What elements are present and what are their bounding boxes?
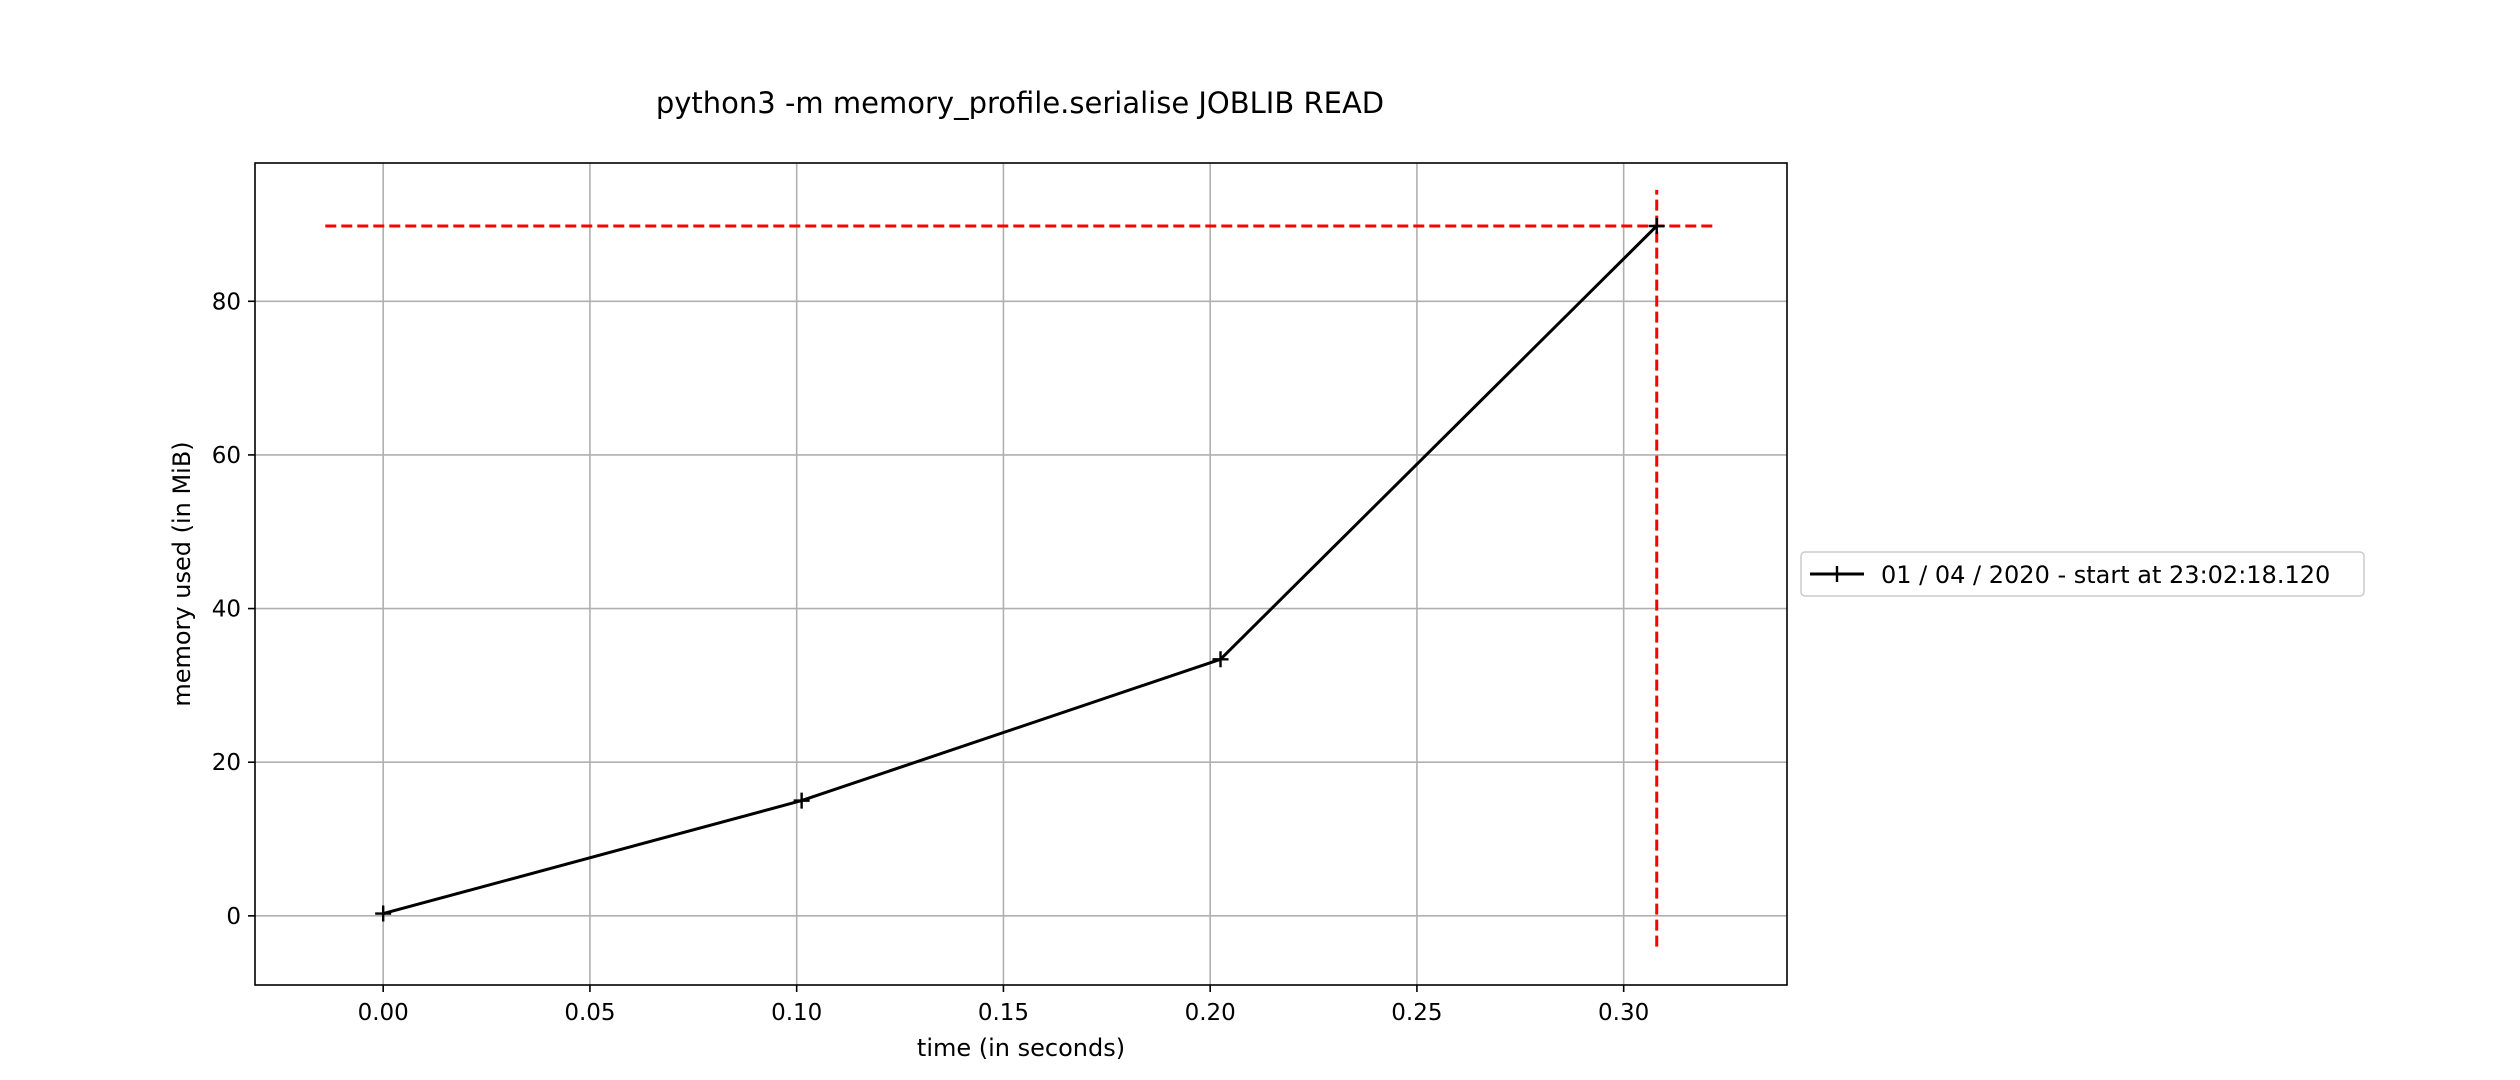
data-point-2: [1212, 651, 1229, 668]
plot-area: [255, 163, 1787, 985]
legend-plus-marker: [1829, 566, 1845, 582]
y-axis-ticks: 0 20 40 60 80: [212, 289, 255, 930]
data-point-1: [793, 792, 810, 809]
x-tick-label-0: 0.00: [358, 1000, 409, 1026]
legend-label: 01 / 04 / 2020 - start at 23:02:18.120: [1881, 561, 2330, 589]
x-tick-label-1: 0.05: [564, 1000, 615, 1026]
y-tick-label-3: 60: [212, 443, 241, 469]
data-point-0: [375, 905, 392, 922]
legend-box: [1800, 551, 2365, 597]
reference-lines: [325, 189, 1715, 947]
x-axis-ticks: 0.00 0.05 0.10 0.15 0.20 0.25 0.30: [358, 985, 1649, 1026]
x-tick-label-6: 0.30: [1598, 1000, 1649, 1026]
y-tick-label-0: 0: [226, 904, 241, 930]
plot-frame: [254, 162, 1788, 986]
x-axis-label: time (in seconds): [917, 1034, 1125, 1062]
y-tick-label-2: 40: [212, 597, 241, 623]
legend: 01 / 04 / 2020 - start at 23:02:18.120: [1800, 551, 2365, 597]
y-tick-label-1: 20: [212, 750, 241, 776]
y-tick-label-4: 80: [212, 289, 241, 315]
x-tick-label-2: 0.10: [771, 1000, 822, 1026]
series-line-0: [382, 224, 1658, 916]
series-layer: [375, 217, 1665, 922]
x-tick-label-4: 0.20: [1185, 1000, 1236, 1026]
x-tick-label-3: 0.15: [978, 1000, 1029, 1026]
y-axis-label: memory used (in MiB): [168, 441, 196, 706]
grid-lines: [255, 163, 1787, 985]
x-tick-label-5: 0.25: [1391, 1000, 1442, 1026]
chart-title: python3 -m memory_profile.serialise JOBL…: [656, 86, 1384, 120]
data-point-3: [1648, 217, 1665, 234]
